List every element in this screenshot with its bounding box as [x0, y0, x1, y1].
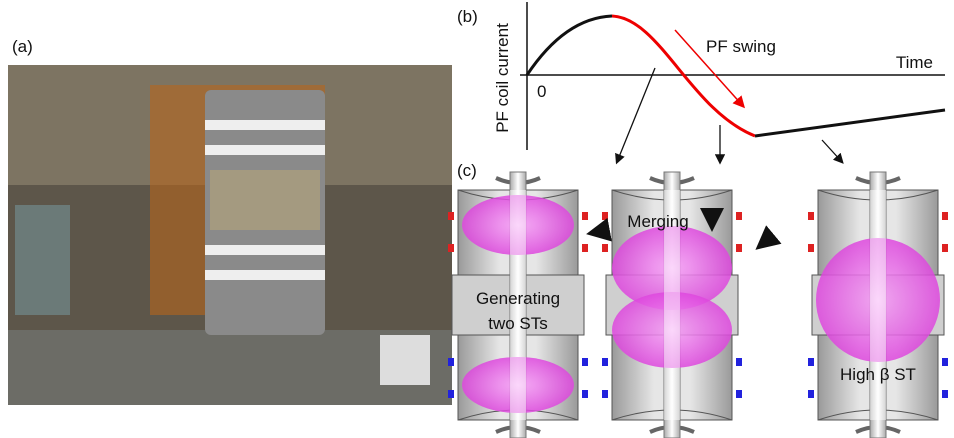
photo-equipment — [380, 335, 430, 385]
pointer-arrow — [617, 68, 655, 162]
origin-label: 0 — [537, 82, 546, 101]
stage-label: Merging — [627, 212, 688, 231]
photo-coil — [205, 245, 325, 255]
photo — [8, 65, 452, 405]
stage-label: High β ST — [840, 365, 916, 384]
curve-decay — [755, 110, 945, 136]
panel-label: (a) — [12, 37, 33, 56]
motion-arrow — [592, 230, 608, 233]
stage-label: two STs — [488, 314, 548, 333]
panel-label: (c) — [457, 161, 477, 180]
photo-coil — [205, 120, 325, 130]
motion-arrow — [760, 236, 772, 246]
y-axis-label: PF coil current — [493, 23, 512, 133]
figure: (a) (b) PF coil current Time 0 PF swing … — [0, 0, 954, 438]
annotation: PF swing — [706, 37, 776, 56]
center-post — [870, 190, 886, 420]
pointer-arrow — [822, 140, 842, 162]
photo-cabinet — [15, 205, 70, 315]
stage-label: Generating — [476, 289, 560, 308]
photo-coil — [205, 270, 325, 280]
curve-rise — [527, 16, 612, 75]
photo-coil — [205, 145, 325, 155]
panel-label: (b) — [457, 7, 478, 26]
x-axis-label: Time — [896, 53, 933, 72]
curve-swing — [612, 16, 755, 136]
photo-vessel — [210, 170, 320, 230]
